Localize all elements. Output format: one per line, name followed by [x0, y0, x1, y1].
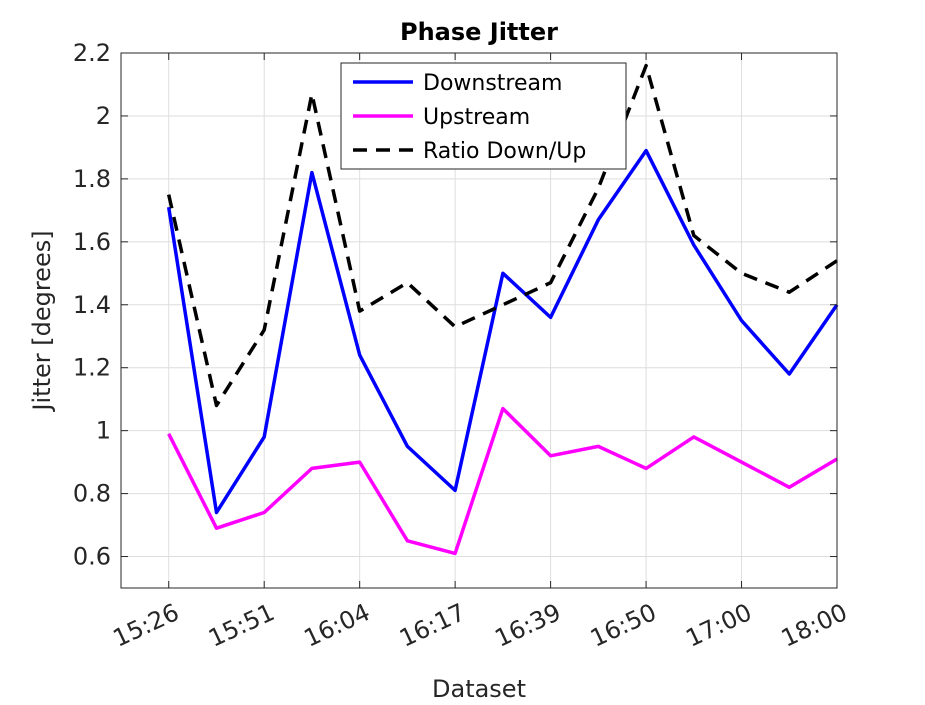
chart-title: Phase Jitter	[400, 18, 558, 46]
axis-ticks	[121, 52, 838, 588]
y-axis-label: Jitter [degrees]	[28, 230, 56, 412]
series-line-downstream	[166, 148, 839, 515]
y-tick-label: 1.4	[73, 291, 111, 319]
y-tick-label: 0.6	[73, 543, 111, 571]
y-tick-label: 0.8	[73, 480, 111, 508]
y-tick-label: 2.2	[73, 39, 111, 67]
y-tick-label: 1.2	[73, 354, 111, 382]
legend: Downstream Upstream Ratio Down/Up	[340, 62, 627, 170]
x-axis-label: Dataset	[432, 675, 526, 703]
legend-label-downstream: Downstream	[423, 71, 562, 96]
legend-label-upstream: Upstream	[423, 105, 530, 130]
y-tick-label: 2	[96, 102, 111, 130]
legend-label-ratio-down-up: Ratio Down/Up	[423, 139, 586, 164]
series-line-upstream	[167, 406, 838, 556]
axes-frame	[120, 52, 838, 589]
series-lines	[166, 63, 839, 556]
y-tick-label: 1.8	[73, 165, 111, 193]
y-tick-label: 1	[96, 417, 111, 445]
y-tick-label: 1.6	[73, 228, 111, 256]
